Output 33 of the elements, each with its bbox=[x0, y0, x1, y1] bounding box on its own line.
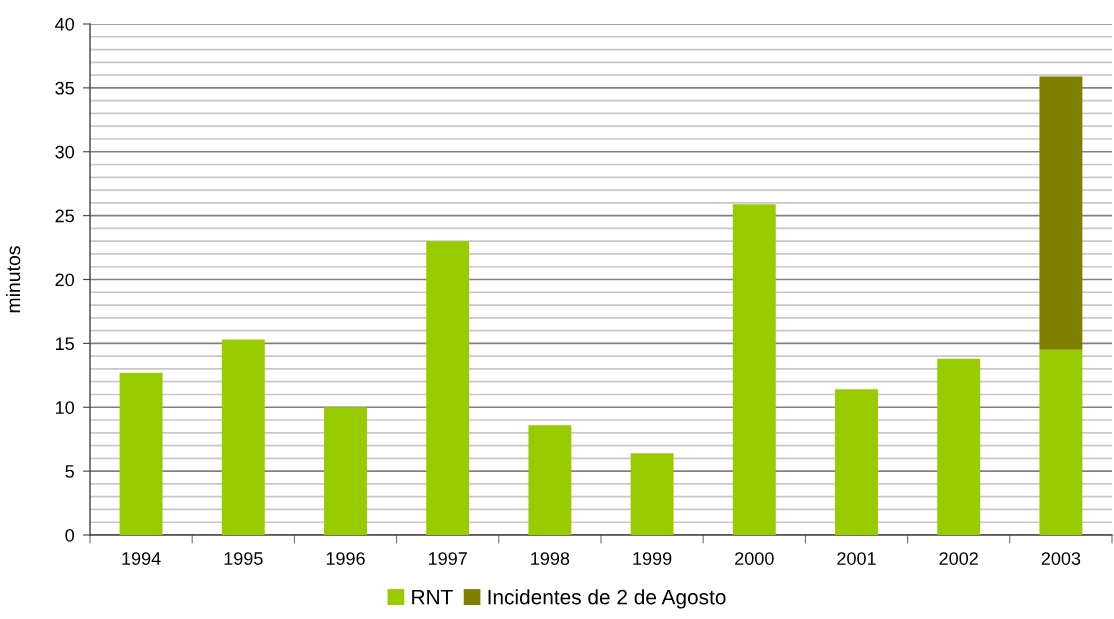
bar bbox=[835, 389, 878, 535]
bar bbox=[1039, 76, 1083, 350]
y-tick-label: 35 bbox=[55, 81, 74, 95]
bar bbox=[732, 204, 776, 535]
bar bbox=[324, 407, 367, 535]
y-tick-label: 20 bbox=[55, 273, 75, 287]
x-tick-label: 1995 bbox=[224, 552, 263, 565]
legend-label: Incidentes de 2 de Agosto bbox=[488, 589, 726, 609]
bar bbox=[221, 339, 265, 535]
x-tick-label: 1999 bbox=[633, 552, 672, 565]
bar bbox=[630, 453, 674, 535]
x-tick-label: 1997 bbox=[429, 552, 467, 565]
y-axis-title: minutos bbox=[5, 246, 21, 313]
x-tick-label: 1994 bbox=[122, 552, 161, 565]
bar bbox=[528, 425, 572, 535]
legend-label: RNT bbox=[412, 589, 453, 605]
y-tick-label: 0 bbox=[65, 528, 75, 542]
y-tick-label: 5 bbox=[65, 465, 74, 478]
bar bbox=[1039, 349, 1083, 535]
y-tick-label: 25 bbox=[55, 209, 74, 223]
x-tick-label: 1998 bbox=[531, 552, 570, 565]
x-tick-label: 2001 bbox=[837, 552, 876, 565]
x-tick-label: 1996 bbox=[326, 552, 365, 565]
y-tick-label: 10 bbox=[56, 401, 75, 414]
x-tick-label: 2003 bbox=[1041, 552, 1081, 565]
y-tick-label: 15 bbox=[56, 337, 74, 351]
bar bbox=[119, 372, 163, 535]
x-tick-label: 2000 bbox=[735, 552, 774, 565]
x-tick-label: 2002 bbox=[939, 552, 978, 565]
y-tick-label: 40 bbox=[55, 17, 75, 31]
y-tick-label: 30 bbox=[55, 145, 75, 159]
bar bbox=[937, 358, 981, 535]
bar bbox=[426, 241, 470, 535]
